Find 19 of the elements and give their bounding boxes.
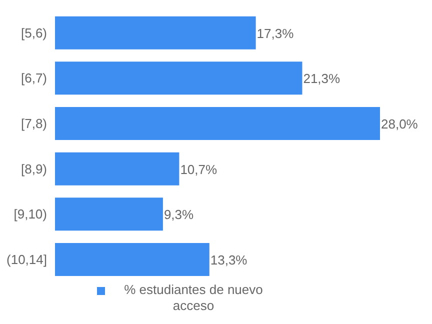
data-label: 13,3%: [210, 252, 248, 268]
data-label: 17,3%: [256, 26, 294, 41]
y-tick-label: [9,10): [14, 206, 47, 222]
legend-label: % estudiantes de nuevo acceso: [123, 282, 264, 314]
y-tick-label: (10,14]: [6, 252, 47, 267]
bar: [55, 107, 380, 140]
data-label: 28,0%: [381, 116, 418, 132]
bar: [55, 152, 180, 186]
data-label: 9,3%: [164, 207, 194, 222]
bar: [55, 62, 302, 95]
bar: [55, 16, 256, 50]
data-label: 21,3%: [303, 71, 341, 86]
bar: [55, 198, 163, 231]
y-tick-label: [5,6): [20, 25, 47, 40]
y-tick-label: [8,9): [20, 161, 47, 176]
bar: [55, 243, 210, 276]
y-tick-label: [6,7): [20, 70, 47, 86]
data-label: 10,7%: [180, 162, 218, 177]
y-tick-label: [7,8): [20, 116, 47, 131]
